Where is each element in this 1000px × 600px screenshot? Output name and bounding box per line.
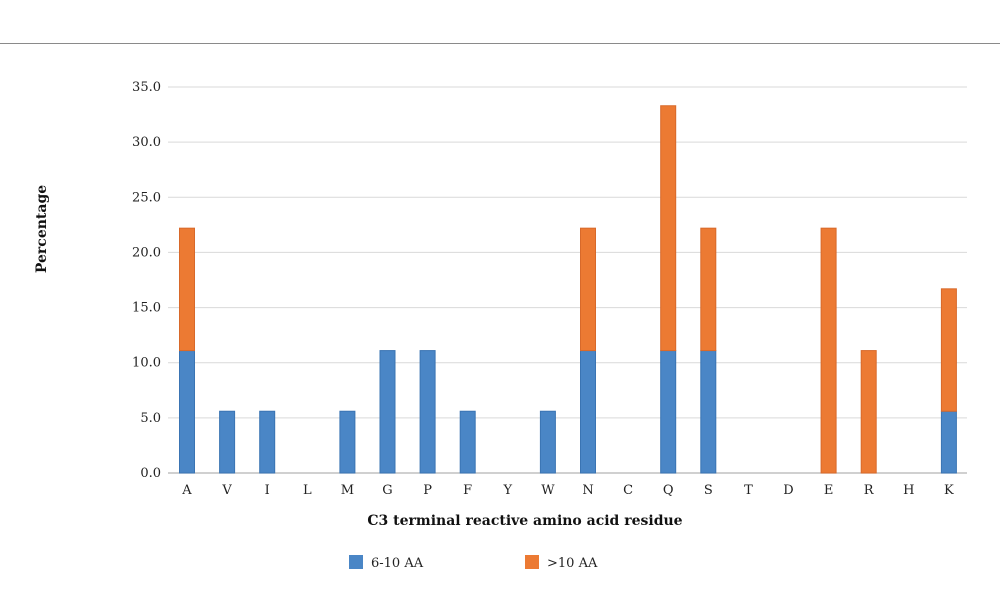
legend-label-6-10-aa: 6-10 AA xyxy=(371,556,424,571)
bar-6-10-aa-v xyxy=(219,410,236,474)
x-tick-label-p: P xyxy=(423,483,432,498)
y-axis-title: Percentage xyxy=(34,185,50,273)
legend: 6-10 AA >10 AA xyxy=(349,555,598,571)
x-tick-label-n: N xyxy=(582,483,593,498)
bar-6-10-aa-g xyxy=(379,350,396,474)
x-tick-label-k: K xyxy=(944,483,954,498)
top-rule xyxy=(0,43,1000,44)
bar-6-10-aa-p xyxy=(419,350,436,474)
x-tick-label-l: L xyxy=(303,483,312,498)
bar-6-10-aa-q xyxy=(660,350,677,474)
x-tick-label-f: F xyxy=(463,483,472,498)
y-tick-label: 0.0 xyxy=(140,466,161,481)
x-tick-label-t: T xyxy=(744,483,753,498)
bar-over-10-aa-n xyxy=(580,227,596,352)
x-tick-label-m: M xyxy=(341,483,354,498)
x-tick-label-c: C xyxy=(623,483,633,498)
bar-6-10-aa-i xyxy=(259,410,276,474)
y-tick-label: 25.0 xyxy=(132,190,161,205)
x-tick-label-a: A xyxy=(181,483,192,498)
bar-6-10-aa-n xyxy=(580,350,596,474)
x-axis-title: C3 terminal reactive amino acid residue xyxy=(367,513,682,529)
bar-6-10-aa-a xyxy=(179,350,195,474)
bar-6-10-aa-s xyxy=(700,350,717,474)
bar-6-10-aa-m xyxy=(339,410,356,474)
x-tick-label-d: D xyxy=(783,483,793,498)
y-tick-label: 15.0 xyxy=(132,301,161,316)
x-tick-label-w: W xyxy=(541,483,555,498)
x-tick-label-q: Q xyxy=(663,483,674,498)
bar-6-10-aa-k xyxy=(940,410,957,474)
x-tick-label-r: R xyxy=(864,483,875,498)
y-axis-ticks: 0.0 5.0 10.0 15.0 20.0 25.0 30.0 35.0 xyxy=(132,80,161,481)
bar-over-10-aa-q xyxy=(660,105,677,352)
bar-6-10-aa-w xyxy=(539,410,556,474)
x-tick-label-h: H xyxy=(903,483,914,498)
bar-6-10-aa-f xyxy=(459,410,476,474)
bar-over-10-aa-a xyxy=(179,227,195,352)
legend-swatch-6-10-aa xyxy=(349,555,363,569)
y-tick-label: 10.0 xyxy=(132,356,161,371)
x-tick-label-y: Y xyxy=(503,483,513,498)
y-tick-label: 20.0 xyxy=(132,245,161,260)
x-tick-label-i: I xyxy=(265,483,270,498)
y-tick-label: 30.0 xyxy=(132,135,161,150)
x-tick-label-s: S xyxy=(704,483,713,498)
y-tick-label: 5.0 xyxy=(140,411,161,426)
y-tick-label: 35.0 xyxy=(132,80,161,95)
legend-label-over-10-aa: >10 AA xyxy=(547,556,598,571)
legend-swatch-over-10-aa xyxy=(525,555,539,569)
bar-over-10-aa-e xyxy=(820,227,837,474)
bars xyxy=(179,105,957,474)
bar-over-10-aa-r xyxy=(860,350,877,474)
x-tick-label-e: E xyxy=(824,483,834,498)
x-tick-label-g: G xyxy=(382,483,392,498)
x-tick-label-v: V xyxy=(221,483,232,498)
bar-over-10-aa-s xyxy=(700,227,717,352)
gridlines xyxy=(168,86,967,474)
bar-over-10-aa-k xyxy=(940,288,957,412)
